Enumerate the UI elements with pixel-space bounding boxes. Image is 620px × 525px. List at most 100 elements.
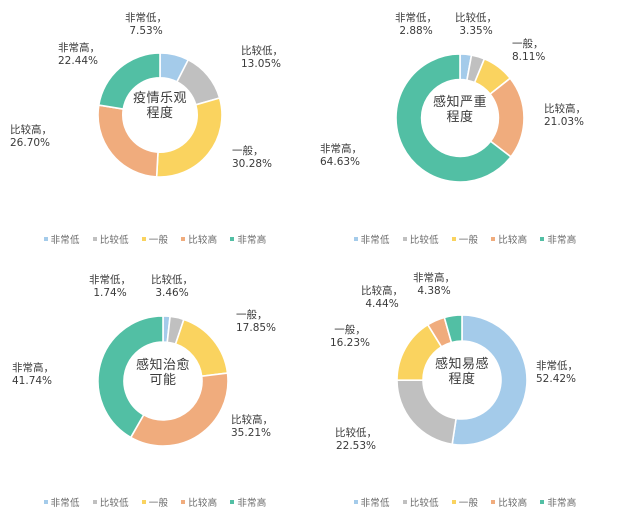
slice-label: 一般， 17.85%	[236, 309, 277, 334]
slice-label: 比较高， 35.21%	[231, 414, 273, 439]
legend-item[interactable]: 非常高	[540, 495, 576, 509]
pie-slice[interactable]	[97, 315, 164, 439]
donut-chart-3	[310, 262, 620, 477]
slice-label: 比较高， 21.03%	[544, 103, 586, 128]
legend-label: 比较高	[498, 498, 528, 509]
legend-label: 一般	[458, 498, 479, 509]
legend-swatch-icon	[402, 500, 407, 504]
legend-label: 比较低	[99, 498, 129, 509]
legend-swatch-icon	[92, 237, 97, 241]
legend-label: 比较高	[498, 235, 528, 246]
slice-label: 比较高， 26.70%	[10, 124, 52, 149]
legend-item[interactable]: 比较高	[181, 232, 217, 246]
donut-chart-1	[310, 0, 620, 215]
donut-svg	[97, 315, 229, 447]
legend-label: 比较低	[409, 235, 439, 246]
legend-item[interactable]: 非常高	[230, 232, 266, 246]
donut-svg	[396, 314, 528, 446]
slice-label: 比较低， 13.05%	[241, 45, 283, 70]
chart-panel-2: 感知治愈 可能 非常低 比较低 一般 比较高 非常高 非常低， 1.74% 比较低， 3.…	[0, 262, 310, 525]
donut-svg	[97, 52, 223, 178]
legend-label: 非常高	[547, 498, 577, 509]
legend-item[interactable]: 比较高	[181, 495, 217, 509]
slice-label: 非常低， 2.88%	[395, 12, 437, 37]
pie-slice[interactable]	[129, 372, 229, 447]
slice-label: 比较高， 4.44%	[361, 285, 403, 310]
legend-label: 非常高	[547, 235, 577, 246]
pie-slice[interactable]	[451, 314, 528, 446]
slice-label: 非常低， 7.53%	[125, 12, 167, 37]
pie-slice[interactable]	[155, 97, 223, 178]
legend-item[interactable]: 非常高	[230, 495, 266, 509]
slice-label: 非常低， 1.74%	[89, 274, 131, 299]
slice-label: 非常低， 52.42%	[536, 360, 578, 385]
legend-item[interactable]: 比较低	[402, 232, 439, 246]
legend-item[interactable]: 比较高	[491, 495, 527, 509]
legend-label: 一般	[148, 498, 169, 509]
legend-item[interactable]: 非常低	[353, 232, 390, 246]
pie-slice[interactable]	[396, 379, 458, 446]
legend-swatch-icon	[92, 500, 97, 504]
legend-swatch-icon	[43, 237, 48, 241]
slice-label: 一般， 8.11%	[512, 38, 546, 63]
legend-swatch-icon	[451, 237, 456, 241]
legend-swatch-icon	[491, 237, 496, 241]
legend-item[interactable]: 比较低	[92, 495, 129, 509]
legend-swatch-icon	[181, 237, 186, 241]
legend-label: 一般	[148, 235, 169, 246]
legend-label: 非常低	[50, 498, 80, 509]
chart-panel-1: 感知严重 程度 非常低 比较低 一般 比较高 非常高 非常低， 2.88% 比较低， 3.…	[310, 0, 620, 262]
legend-label: 非常高	[237, 235, 267, 246]
legend-item[interactable]: 一般	[141, 495, 169, 509]
legend-swatch-icon	[181, 500, 186, 504]
legend-swatch-icon	[141, 237, 146, 241]
legend-swatch-icon	[402, 237, 407, 241]
pie-slice[interactable]	[174, 318, 229, 378]
slice-label: 比较低， 3.46%	[151, 274, 193, 299]
legend-label: 非常低	[360, 235, 390, 246]
donut-chart-0	[0, 0, 310, 215]
donut-svg	[395, 53, 525, 183]
legend-label: 非常低	[360, 498, 390, 509]
chart-panel-3: 感知易感 程度 非常低 比较低 一般 比较高 非常高 非常高， 4.38% 比较高， 4.…	[310, 262, 620, 525]
chart-legend-2: 非常低 比较低 一般 比较高 非常高	[0, 495, 310, 509]
legend-item[interactable]: 一般	[451, 495, 479, 509]
pie-slice[interactable]	[395, 53, 513, 183]
legend-item[interactable]: 非常低	[43, 495, 80, 509]
slice-label: 比较低， 22.53%	[335, 427, 377, 452]
legend-label: 非常低	[50, 235, 80, 246]
legend-item[interactable]: 比较高	[491, 232, 527, 246]
chart-legend-0: 非常低 比较低 一般 比较高 非常高	[0, 232, 310, 246]
legend-label: 比较高	[188, 235, 218, 246]
slice-label: 非常高， 41.74%	[12, 362, 54, 387]
legend-item[interactable]: 比较低	[402, 495, 439, 509]
legend-swatch-icon	[540, 237, 545, 241]
pie-slice[interactable]	[443, 314, 463, 344]
legend-item[interactable]: 非常低	[43, 232, 80, 246]
legend-swatch-icon	[353, 500, 358, 504]
legend-item[interactable]: 非常高	[540, 232, 576, 246]
legend-swatch-icon	[491, 500, 496, 504]
slice-label: 非常高， 4.38%	[413, 272, 455, 297]
legend-label: 非常高	[237, 498, 267, 509]
legend-item[interactable]: 一般	[451, 232, 478, 246]
slice-label: 一般， 16.23%	[329, 324, 371, 349]
chart-legend-3: 非常低 比较低 一般 比较高 非常高	[310, 495, 620, 509]
legend-swatch-icon	[141, 500, 146, 504]
legend-swatch-icon	[540, 500, 545, 504]
legend-item[interactable]: 非常低	[353, 495, 390, 509]
slice-label: 一般， 30.28%	[232, 145, 273, 170]
legend-label: 比较低	[99, 235, 129, 246]
slice-label: 非常高， 64.63%	[320, 143, 362, 168]
legend-item[interactable]: 比较低	[92, 232, 129, 246]
pie-slice[interactable]	[97, 52, 161, 110]
legend-swatch-icon	[43, 500, 48, 504]
chart-panel-0: 疫情乐观 程度 非常低 比较低 一般 比较高 非常高 非常低， 7.53% 比较低， 13…	[0, 0, 310, 262]
legend-item[interactable]: 一般	[141, 232, 169, 246]
legend-swatch-icon	[353, 237, 358, 241]
pie-slice[interactable]	[97, 104, 159, 178]
legend-swatch-icon	[230, 500, 235, 504]
slice-label: 比较低， 3.35%	[455, 12, 497, 37]
legend-label: 比较高	[188, 498, 218, 509]
